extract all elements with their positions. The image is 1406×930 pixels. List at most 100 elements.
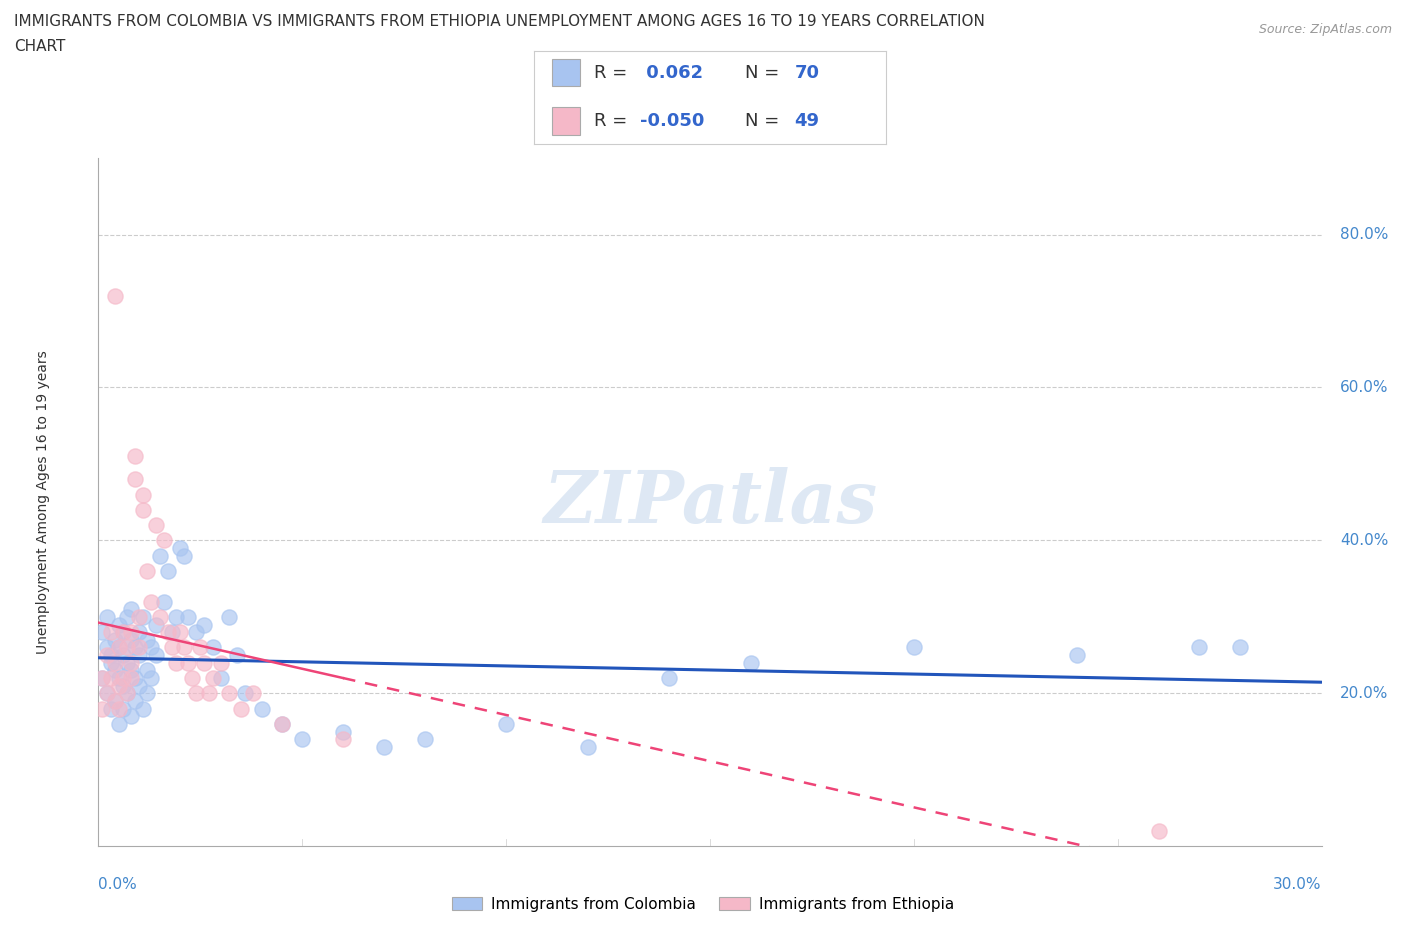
Text: 60.0%: 60.0%: [1340, 380, 1389, 395]
Point: [132, 701, 155, 716]
Point: [145, 647, 167, 662]
Point: [120, 663, 142, 678]
Point: [291, 732, 314, 747]
Point: [193, 618, 215, 632]
Point: [197, 686, 219, 701]
Point: [160, 625, 183, 640]
Point: [120, 625, 142, 640]
Point: [160, 640, 183, 655]
Text: ZIPatlas: ZIPatlas: [543, 467, 877, 538]
Point: [108, 640, 131, 655]
Point: [108, 671, 131, 685]
Text: 70: 70: [794, 63, 820, 82]
Point: [270, 716, 294, 731]
Point: [111, 625, 134, 640]
Point: [104, 656, 127, 671]
Point: [173, 640, 195, 655]
Point: [231, 701, 253, 716]
Text: Source: ZipAtlas.com: Source: ZipAtlas.com: [1258, 23, 1392, 36]
Point: [188, 640, 212, 655]
Text: 40.0%: 40.0%: [1340, 533, 1388, 548]
Point: [115, 609, 138, 624]
Point: [100, 647, 122, 662]
Point: [1147, 824, 1170, 839]
Point: [141, 594, 163, 609]
Point: [128, 609, 150, 624]
Point: [165, 656, 187, 671]
Point: [209, 656, 232, 671]
Point: [165, 609, 187, 624]
Point: [173, 549, 195, 564]
Point: [96, 640, 118, 655]
Point: [740, 656, 762, 671]
Point: [111, 647, 134, 662]
Point: [100, 701, 122, 716]
Text: 80.0%: 80.0%: [1340, 227, 1388, 242]
Point: [124, 449, 146, 464]
Point: [100, 625, 122, 640]
Point: [128, 625, 150, 640]
Point: [136, 663, 159, 678]
Point: [181, 671, 204, 685]
Point: [128, 640, 150, 655]
Point: [576, 739, 599, 754]
Point: [115, 656, 138, 671]
Point: [91, 701, 114, 716]
Point: [104, 632, 127, 647]
Point: [100, 671, 122, 685]
Point: [242, 686, 264, 701]
Point: [156, 625, 179, 640]
Point: [226, 647, 249, 662]
Point: [120, 656, 142, 671]
Text: IMMIGRANTS FROM COLOMBIA VS IMMIGRANTS FROM ETHIOPIA UNEMPLOYMENT AMONG AGES 16 : IMMIGRANTS FROM COLOMBIA VS IMMIGRANTS F…: [14, 14, 986, 29]
Point: [136, 632, 159, 647]
Point: [152, 533, 174, 548]
Point: [201, 640, 224, 655]
FancyBboxPatch shape: [551, 107, 581, 135]
Point: [186, 625, 208, 640]
Point: [209, 671, 232, 685]
Point: [115, 640, 138, 655]
Point: [124, 671, 146, 685]
Point: [104, 663, 127, 678]
Point: [1066, 647, 1088, 662]
Point: [108, 701, 131, 716]
Point: [96, 609, 118, 624]
Point: [111, 625, 134, 640]
Point: [149, 609, 172, 624]
FancyBboxPatch shape: [551, 59, 581, 86]
Point: [169, 625, 191, 640]
Point: [132, 609, 155, 624]
Point: [1229, 640, 1251, 655]
Point: [177, 609, 200, 624]
Text: R =: R =: [593, 63, 633, 82]
Point: [250, 701, 273, 716]
Point: [186, 686, 208, 701]
Text: Unemployment Among Ages 16 to 19 years: Unemployment Among Ages 16 to 19 years: [37, 351, 51, 654]
Legend: Immigrants from Colombia, Immigrants from Ethiopia: Immigrants from Colombia, Immigrants fro…: [446, 890, 960, 918]
Point: [104, 694, 127, 709]
Point: [218, 686, 240, 701]
Point: [91, 671, 114, 685]
Point: [104, 694, 127, 709]
Point: [111, 701, 134, 716]
Point: [177, 656, 200, 671]
Point: [136, 686, 159, 701]
Point: [108, 678, 131, 693]
Point: [149, 549, 172, 564]
Text: N =: N =: [745, 112, 785, 130]
Point: [91, 671, 114, 685]
Point: [128, 678, 150, 693]
Point: [111, 671, 134, 685]
Point: [128, 647, 150, 662]
Text: N =: N =: [745, 63, 785, 82]
Point: [136, 564, 159, 578]
Point: [413, 732, 436, 747]
Point: [111, 678, 134, 693]
Point: [332, 724, 354, 739]
Point: [218, 609, 240, 624]
Point: [145, 518, 167, 533]
Text: 0.0%: 0.0%: [98, 877, 138, 892]
Point: [120, 671, 142, 685]
Point: [124, 472, 146, 486]
